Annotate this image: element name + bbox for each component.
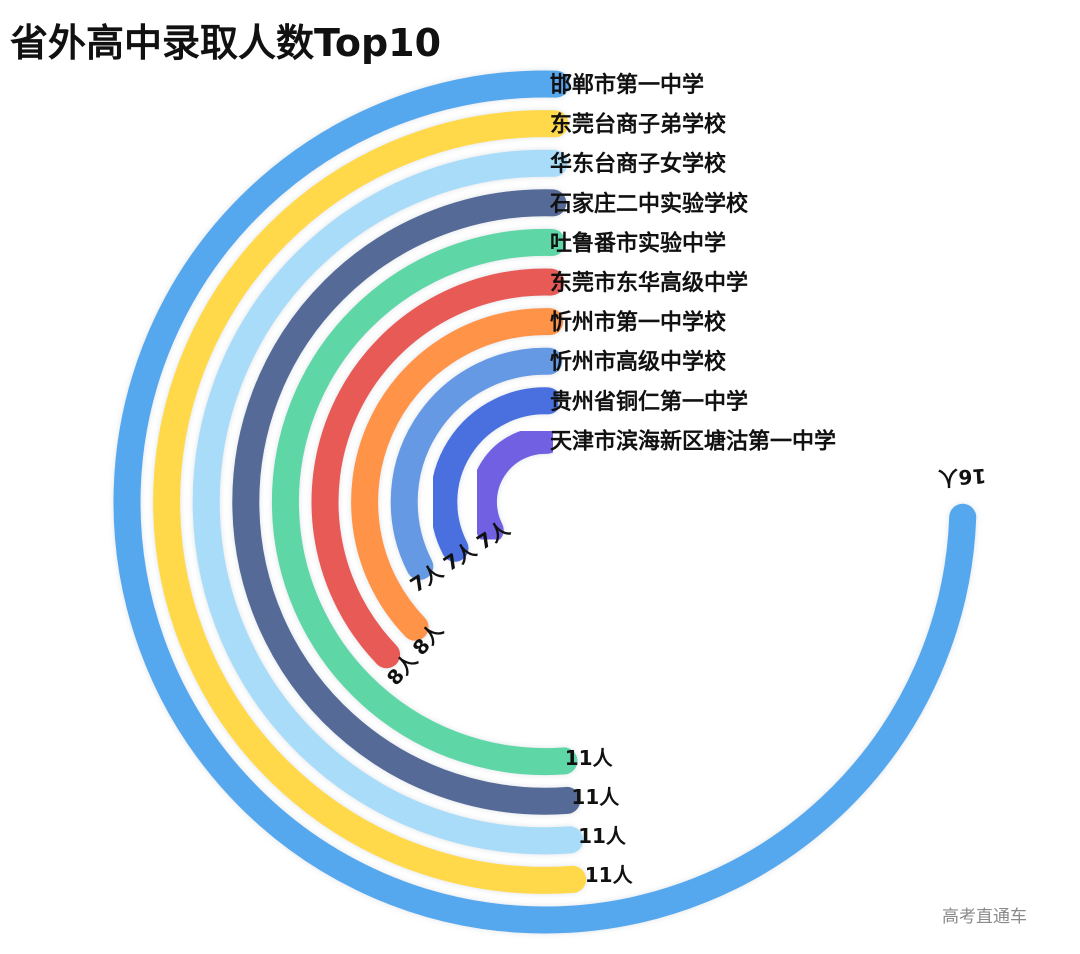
value-label: 11人 — [565, 746, 614, 770]
value-label: 11人 — [571, 785, 620, 809]
chart-title: 省外高中录取人数Top10 — [10, 21, 442, 65]
category-label: 忻州市高级中学校 — [550, 349, 727, 375]
ring-bar[interactable] — [469, 426, 561, 544]
ring-bar[interactable] — [430, 387, 562, 562]
category-labels: 邯郸市第一中学东莞台商子弟学校华东台商子女学校石家庄二中实验学校吐鲁番市实验中学… — [549, 72, 836, 454]
ring-bar[interactable] — [390, 347, 563, 580]
value-label: 11人 — [578, 824, 627, 848]
value-label: 11人 — [585, 863, 634, 887]
ring-bar[interactable] — [232, 189, 581, 815]
rings-group — [113, 70, 977, 934]
ring-bar[interactable] — [271, 228, 578, 776]
ring-bar[interactable] — [113, 70, 977, 934]
category-label: 忻州市第一中学校 — [550, 310, 727, 336]
category-label: 华东台商子女学校 — [550, 151, 727, 177]
category-label: 邯郸市第一中学 — [550, 72, 704, 98]
watermark: 高考直通车 — [942, 907, 1027, 927]
ring-bar[interactable] — [192, 149, 584, 855]
category-label: 吐鲁番市实验中学 — [550, 230, 726, 256]
ring-bar[interactable] — [351, 308, 564, 641]
category-label: 东莞台商子弟学校 — [550, 112, 727, 138]
category-label: 石家庄二中实验学校 — [549, 191, 749, 217]
ring-bar[interactable] — [153, 110, 587, 894]
category-label: 贵州省铜仁第一中学 — [550, 389, 748, 415]
category-label: 东莞市东华高级中学 — [550, 270, 748, 296]
category-label: 天津市滨海新区塘沽第一中学 — [550, 428, 836, 454]
value-label: 16人 — [937, 464, 987, 491]
ring-bar[interactable] — [311, 268, 565, 669]
